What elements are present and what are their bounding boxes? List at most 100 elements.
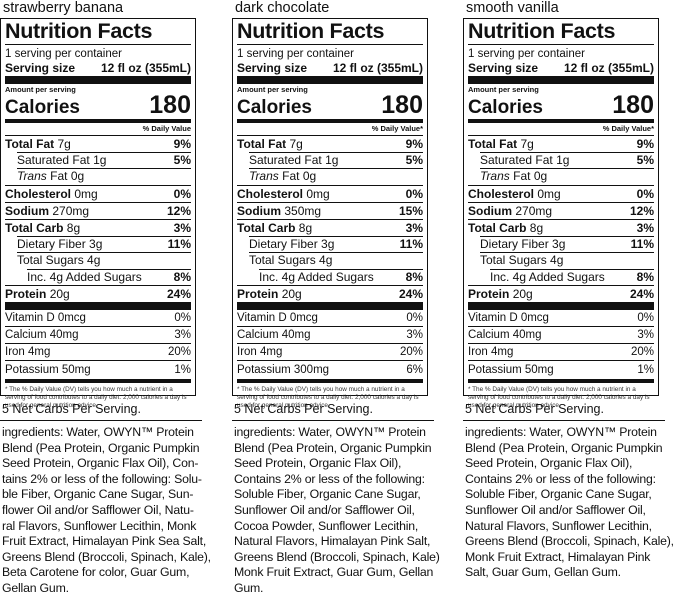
serving-size-label: Serving size xyxy=(5,61,76,75)
ingredients-line: Blend (Pea Protein, Organic Pumpkin xyxy=(234,440,432,455)
nutrient-row-vitamin-d: Vitamin D 0mcg 0% xyxy=(237,310,423,326)
nutrition-facts-title: Nutrition Facts xyxy=(5,19,153,43)
serving-size-value: 12 fl oz (355mL) xyxy=(100,61,191,75)
nutrient-dv: 5% xyxy=(636,153,654,168)
nutrient-row-iron: Iron 4mg 20% xyxy=(5,343,191,360)
divider xyxy=(468,378,654,383)
nutrient-row-total-carb: Total Carb 8g 3% xyxy=(237,218,423,236)
ingredients-line: Sunflower Oil and/or Safflower Oil, xyxy=(234,502,415,517)
flavor-name: strawberry banana xyxy=(3,0,124,16)
divider xyxy=(237,378,423,383)
ingredients-list: ingredients: Water, OWYN™ Protein Blend (… xyxy=(0,425,220,597)
divider xyxy=(237,119,423,123)
nutrient-amount: 1g xyxy=(325,153,339,168)
nutrient-name: Sodium xyxy=(5,203,49,218)
nutrient-row-protein: Protein 20g 24% xyxy=(237,284,423,302)
nutrient-dv: 20% xyxy=(399,346,423,359)
nutrition-facts-title: Nutrition Facts xyxy=(468,19,616,43)
nutrient-name: Saturated Fat xyxy=(480,153,553,168)
nutrient-name: Iron 4mg xyxy=(468,346,514,359)
nutrient-row-sodium: Sodium 270mg 12% xyxy=(5,201,191,219)
nutrient-dv: 1% xyxy=(174,363,191,376)
nutrient-row-dietary-fiber: Dietary Fiber 3g 11% xyxy=(237,236,423,252)
label-column-dark-chocolate: dark chocolate Nutrition Facts 1 serving… xyxy=(232,0,440,597)
nutrient-dv: 11% xyxy=(630,237,654,252)
nutrient-name: Potassium 50mg xyxy=(468,363,554,376)
nutrient-row-protein: Protein 20g 24% xyxy=(468,284,654,302)
ingredients-line: ingredients: Water, OWYN™ Protein xyxy=(234,425,426,439)
nutrient-name: Total Carb xyxy=(237,221,296,236)
nutrient-name: Protein xyxy=(5,286,47,301)
nutrient-amount: 270mg xyxy=(52,203,90,218)
nutrient-amount: 20g xyxy=(281,286,302,301)
nutrient-name: Dietary Fiber xyxy=(17,237,86,252)
nutrient-dv: 5% xyxy=(173,153,191,168)
ingredients-line: Greens Blend (Broccoli, Spinach, Kale), xyxy=(2,549,211,564)
nutrient-name: Calcium 40mg xyxy=(468,329,542,342)
nutrient-row-calcium: Calcium 40mg 3% xyxy=(5,326,191,343)
nutrient-row-cholesterol: Cholesterol 0mg 0% xyxy=(468,184,654,202)
flavor-name: smooth vanilla xyxy=(466,0,559,16)
nutrient-row-total-carb: Total Carb 8g 3% xyxy=(5,218,191,236)
nutrient-amount: 350mg xyxy=(284,203,322,218)
nutrition-facts-panel: Nutrition Facts 1 serving per container … xyxy=(0,18,196,409)
ingredients-line: Natural Flavors, Himalayan Pink Salt, xyxy=(234,534,431,549)
nutrient-amount: 4g xyxy=(87,253,101,268)
nutrient-name: Cholesterol xyxy=(237,186,304,201)
calories-row: Calories 180 xyxy=(5,93,191,119)
ingredients-line: Monk Fruit Extract, Himalayan Pink xyxy=(465,549,651,564)
flavor-name: dark chocolate xyxy=(235,0,330,16)
divider xyxy=(468,76,654,84)
ingredients-line: Sunflower Oil and/or Safflower Oil, xyxy=(465,502,646,517)
nutrient-row-total-fat: Total Fat 7g 9% xyxy=(5,135,191,152)
nutrient-row-trans-fat: Trans Fat 0g xyxy=(468,168,654,184)
nutrient-row-iron: Iron 4mg 20% xyxy=(237,343,423,360)
nutrient-dv: 15% xyxy=(398,203,423,218)
nutrient-name: Potassium 300mg xyxy=(237,363,330,376)
calories-label: Calories xyxy=(468,97,543,118)
divider xyxy=(5,76,191,84)
ingredients-line: Cocoa Powder, Sunflower Lecithin, xyxy=(234,518,419,533)
nutrient-dv: 5% xyxy=(405,153,423,168)
divider xyxy=(468,44,654,45)
nutrient-name: Protein xyxy=(237,286,279,301)
nutrient-name: Inc. 4g Added Sugars xyxy=(259,269,374,284)
nutrient-amount: 3g xyxy=(89,237,103,252)
nutrient-name: Trans xyxy=(249,169,279,184)
nutrient-name: Saturated Fat xyxy=(249,153,322,168)
nutrient-dv: 3% xyxy=(636,221,654,236)
ingredients-list: ingredients: Water, OWYN™ Protein Blend (… xyxy=(463,425,679,581)
nutrient-row-trans-fat: Trans Fat 0g xyxy=(5,168,191,184)
serving-size-label: Serving size xyxy=(468,61,539,75)
calories-row: Calories 180 xyxy=(237,93,423,119)
serving-size-value: 12 fl oz (355mL) xyxy=(563,61,654,75)
nutrient-name: Vitamin D 0mcg xyxy=(237,311,318,324)
calories-label: Calories xyxy=(5,97,80,118)
nutrient-dv: 3% xyxy=(173,221,191,236)
label-column-strawberry-banana: strawberry banana Nutrition Facts 1 serv… xyxy=(0,0,211,597)
nutrition-facts-panel: Nutrition Facts 1 serving per container … xyxy=(232,18,428,409)
nutrient-amount: 8g xyxy=(66,221,81,236)
nutrient-dv: 1% xyxy=(637,363,654,376)
nutrient-amount: Fat 0g xyxy=(513,169,548,184)
nutrient-dv: 3% xyxy=(406,329,423,342)
daily-value-footnote: * The % Daily Value (DV) tells you how m… xyxy=(468,385,650,409)
nutrient-name: Inc. 4g Added Sugars xyxy=(27,269,142,284)
daily-value-footnote: * The % Daily Value (DV) tells you how m… xyxy=(237,385,419,409)
nutrient-amount: 1g xyxy=(556,153,570,168)
nutrient-row-dietary-fiber: Dietary Fiber 3g 11% xyxy=(5,236,191,252)
nutrient-dv: 11% xyxy=(167,237,191,252)
nutrient-row-trans-fat: Trans Fat 0g xyxy=(237,168,423,184)
nutrition-facts-title: Nutrition Facts xyxy=(237,19,385,43)
nutrient-dv: 9% xyxy=(405,137,423,152)
ingredients-line: ingredients: Water, OWYN™ Protein xyxy=(2,425,194,439)
nutrient-amount: 8g xyxy=(298,221,313,236)
nutrient-name: Total Sugars xyxy=(249,253,316,268)
servings-per-container: 1 serving per container xyxy=(237,48,354,60)
divider xyxy=(5,119,191,123)
divider xyxy=(237,301,423,310)
nutrient-amount: 270mg xyxy=(515,203,553,218)
serving-size: Serving size 12 fl oz (355mL) xyxy=(468,61,654,75)
nutrient-amount: 7g xyxy=(57,137,71,152)
nutrient-row-added-sugars: Inc. 4g Added Sugars 8% xyxy=(468,268,654,285)
